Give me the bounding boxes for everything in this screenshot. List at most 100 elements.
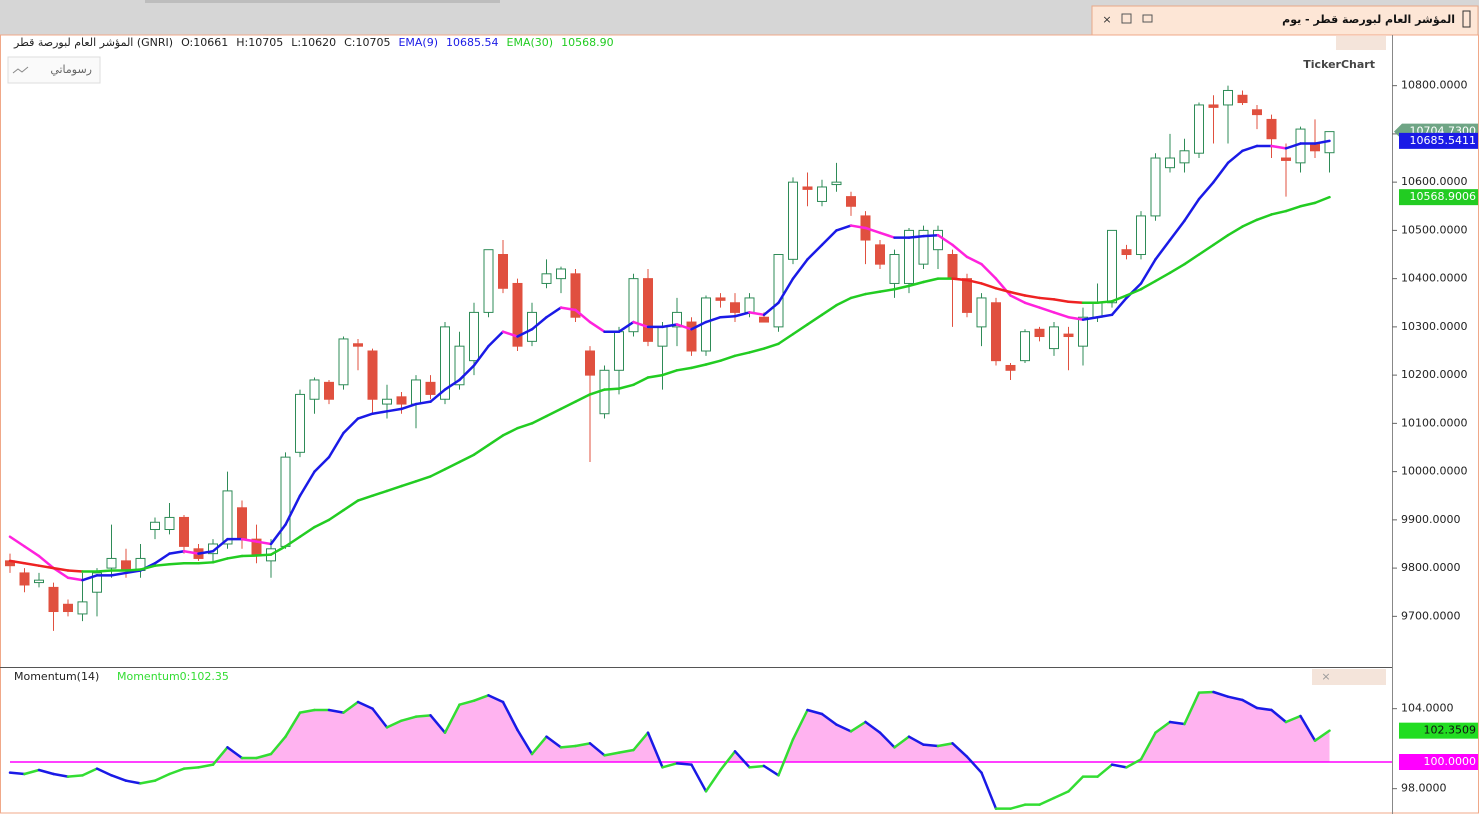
ema-segment xyxy=(516,328,534,338)
window-tab[interactable] xyxy=(1091,5,1479,36)
ema-segment xyxy=(1081,315,1099,321)
momentum-segment xyxy=(617,748,635,754)
momentum-segment xyxy=(1139,731,1157,761)
ema-segment xyxy=(110,571,128,577)
value-badge xyxy=(1399,754,1478,770)
ema-segment xyxy=(646,373,664,379)
momentum-segment xyxy=(835,723,853,733)
candle-body xyxy=(1107,229,1117,304)
candle-body xyxy=(672,311,682,328)
momentum-segment xyxy=(255,752,273,760)
momentum-title: Momentum(14) xyxy=(14,670,99,683)
ema-segment xyxy=(1052,298,1070,304)
candle-body xyxy=(846,196,856,207)
ema-segment xyxy=(1096,300,1114,305)
momentum-segment xyxy=(849,720,867,733)
momentum-segment xyxy=(820,712,838,726)
ema-segment xyxy=(327,431,345,459)
ema-segment xyxy=(588,388,606,396)
ema-segment xyxy=(719,354,737,362)
ema-segment xyxy=(8,535,26,548)
momentum-legend: Momentum0:102.35 xyxy=(117,670,229,683)
close-icon[interactable]: × xyxy=(1102,13,1111,26)
ema-segment xyxy=(1110,294,1128,303)
candle-body xyxy=(962,278,972,313)
ema-segment xyxy=(762,301,780,317)
drawings-button[interactable] xyxy=(7,56,101,84)
ema-segment xyxy=(472,443,490,456)
ema-segment xyxy=(1067,315,1085,321)
candle-body xyxy=(295,393,305,453)
ema-segment xyxy=(37,564,55,570)
momentum-segment xyxy=(936,742,954,748)
momentum-segment xyxy=(545,735,563,749)
ema-segment xyxy=(1299,201,1317,208)
momentum-segment xyxy=(1299,714,1317,742)
ema-segment xyxy=(893,284,911,291)
panel-buttons[interactable] xyxy=(1336,36,1386,50)
ema-segment xyxy=(1270,209,1288,216)
y-tick-label: 9900.0000 xyxy=(1401,513,1461,526)
badge-label: 10685.5411 xyxy=(1410,134,1476,147)
ema-segment xyxy=(530,315,548,331)
candle-body xyxy=(1121,249,1132,256)
momentum-segment xyxy=(1255,706,1273,712)
ema-segment xyxy=(1052,311,1070,319)
candle-body xyxy=(164,516,175,531)
panel-buttons[interactable] xyxy=(1312,669,1386,685)
candle-body xyxy=(237,507,247,540)
ema-segment xyxy=(255,553,273,557)
momentum-area xyxy=(10,692,1330,762)
close-icon[interactable]: × xyxy=(1321,670,1330,683)
ema-segment xyxy=(661,323,679,329)
ema-segment xyxy=(139,564,157,571)
ema-segment xyxy=(124,568,142,572)
y-tick-label: 10800.0000 xyxy=(1401,79,1467,92)
ema-segment xyxy=(675,366,693,372)
ema-segment xyxy=(284,535,302,548)
candle-body xyxy=(1281,157,1291,161)
candle-body xyxy=(657,326,668,347)
ema-segment xyxy=(965,255,983,266)
momentum-segment xyxy=(661,762,679,769)
candle-body xyxy=(614,331,624,371)
candle-body xyxy=(730,302,740,313)
restore-icon[interactable] xyxy=(1121,13,1132,24)
ema-segment xyxy=(559,400,577,411)
ema-segment xyxy=(516,422,534,430)
ema-segment xyxy=(951,243,969,259)
candle-body xyxy=(788,181,798,260)
momentum-segment xyxy=(1226,695,1244,702)
candle-body xyxy=(744,297,755,313)
momentum-segment xyxy=(574,742,592,748)
ema-segment xyxy=(704,359,722,366)
candle-body xyxy=(918,229,929,265)
candle-body xyxy=(411,379,421,405)
ema-segment xyxy=(153,552,171,565)
ema-segment xyxy=(371,489,389,497)
momentum-segment xyxy=(8,771,26,776)
momentum-segment xyxy=(1284,714,1302,724)
momentum-segment xyxy=(646,731,664,769)
ema-segment xyxy=(414,475,432,483)
ema-segment xyxy=(1183,253,1201,266)
momentum-segment xyxy=(1197,690,1215,694)
momentum-segment xyxy=(893,735,911,749)
candle-body xyxy=(309,379,320,400)
candle-body xyxy=(179,516,189,547)
y-tick-label: 10200.0000 xyxy=(1401,368,1467,381)
ema-segment xyxy=(922,277,940,284)
candle-body xyxy=(1179,150,1190,164)
ema-segment xyxy=(298,525,316,538)
ema-segment xyxy=(52,566,70,572)
ema-segment xyxy=(211,537,229,553)
ema-segment xyxy=(690,363,708,370)
ema-segment xyxy=(197,549,215,555)
ema-segment xyxy=(501,426,519,437)
candle-body xyxy=(686,321,697,352)
momentum-segment xyxy=(733,750,751,769)
drawings-button-label[interactable]: رسوماتي xyxy=(50,63,92,76)
window-icon[interactable] xyxy=(1142,14,1153,23)
ema-segment xyxy=(458,453,476,464)
ema-segment xyxy=(1197,180,1215,201)
